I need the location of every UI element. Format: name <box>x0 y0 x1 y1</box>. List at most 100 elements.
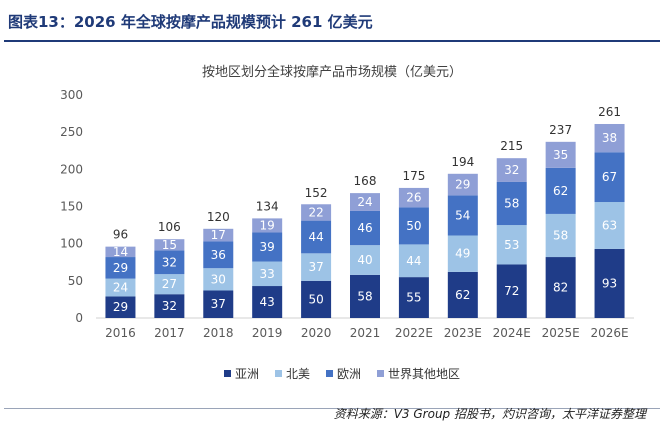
total-value-label: 261 <box>598 105 621 119</box>
segment-value-label: 58 <box>357 289 372 303</box>
total-value-label: 175 <box>402 169 425 183</box>
total-value-label: 194 <box>451 155 474 169</box>
title-rule <box>4 40 660 42</box>
bar-segment <box>301 204 332 221</box>
x-tick-label: 2016 <box>105 326 136 340</box>
bar-segment <box>398 244 429 278</box>
segment-value-label: 14 <box>113 245 128 259</box>
total-value-label: 215 <box>500 139 523 153</box>
y-tick-label: 0 <box>75 311 83 325</box>
segment-value-label: 82 <box>553 281 568 295</box>
bar-segment <box>496 181 527 226</box>
segment-value-label: 29 <box>455 178 470 192</box>
bar-segment <box>545 141 576 168</box>
segment-value-label: 44 <box>406 254 421 268</box>
segment-value-label: 55 <box>406 291 421 305</box>
bar-segment <box>105 296 136 318</box>
total-value-label: 120 <box>207 210 230 224</box>
y-tick-label: 300 <box>60 88 83 102</box>
bar-segment <box>447 271 478 318</box>
segment-value-label: 32 <box>162 255 177 269</box>
legend-swatch <box>377 370 384 377</box>
bar-segment <box>594 202 625 249</box>
bar-segment <box>350 210 380 246</box>
bar-segment <box>447 235 478 272</box>
segment-value-label: 30 <box>211 272 226 286</box>
segment-value-label: 43 <box>260 295 275 309</box>
segment-value-label: 15 <box>162 238 177 252</box>
bar-segment <box>496 158 527 182</box>
segment-value-label: 38 <box>602 131 617 145</box>
segment-value-label: 53 <box>504 238 519 252</box>
segment-value-label: 37 <box>211 297 226 311</box>
bar-segment <box>447 195 478 236</box>
segment-value-label: 33 <box>260 267 275 281</box>
segment-value-label: 49 <box>455 247 470 261</box>
y-tick-label: 200 <box>60 162 83 176</box>
x-tick-label: 2017 <box>154 326 185 340</box>
y-tick-label: 50 <box>68 274 83 288</box>
x-tick-label: 2019 <box>252 326 283 340</box>
bar-segment <box>105 278 136 297</box>
bar-segment <box>398 187 429 208</box>
bar-segment <box>350 274 380 318</box>
x-tick-label: 2025E <box>542 326 580 340</box>
segment-value-label: 17 <box>211 228 226 242</box>
bar-segment <box>398 277 429 318</box>
legend-label: 亚洲 <box>235 367 259 381</box>
bar-segment <box>154 274 185 295</box>
total-value-label: 152 <box>305 186 328 200</box>
bar-segment <box>203 228 234 242</box>
segment-value-label: 39 <box>260 240 275 254</box>
bar-segment <box>203 241 234 269</box>
legend-swatch <box>224 370 231 377</box>
bar-segment <box>252 286 283 318</box>
segment-value-label: 67 <box>602 170 617 184</box>
segment-value-label: 72 <box>504 284 519 298</box>
segment-value-label: 26 <box>406 191 421 205</box>
segment-value-label: 37 <box>308 260 323 274</box>
segment-value-label: 24 <box>113 281 128 295</box>
x-tick-label: 2018 <box>203 326 234 340</box>
chart-bars: 29 24 29 14 96 32 27 32 15 106 37 30 36 17 120 43 33 39 19… <box>105 105 625 318</box>
segment-value-label: 93 <box>602 276 617 290</box>
bar-segment <box>154 294 185 318</box>
bar-segment <box>594 248 625 318</box>
total-value-label: 237 <box>549 123 572 137</box>
bar-segment <box>252 261 283 287</box>
total-value-label: 96 <box>113 228 128 242</box>
x-tick-label: 2022E <box>395 326 433 340</box>
bar-segment <box>301 253 332 281</box>
figure-source: 资料来源：V3 Group 招股书，灼识咨询，太平洋证券整理 <box>333 407 646 421</box>
total-value-label: 106 <box>158 220 181 234</box>
segment-value-label: 62 <box>455 288 470 302</box>
segment-value-label: 63 <box>602 218 617 232</box>
bar-segment <box>252 218 283 233</box>
legend-swatch <box>275 370 282 377</box>
bar-segment <box>105 257 136 279</box>
y-tick-label: 250 <box>60 125 83 139</box>
segment-value-label: 32 <box>162 299 177 313</box>
y-tick-label: 150 <box>60 200 83 214</box>
legend-swatch <box>326 370 333 377</box>
bar-segment <box>203 290 234 318</box>
chart-legend: 亚洲 北美 欧洲 世界其他地区 <box>224 367 460 381</box>
legend-label: 世界其他地区 <box>388 367 460 381</box>
segment-value-label: 46 <box>357 221 372 235</box>
bar-segment <box>545 167 576 214</box>
segment-value-label: 19 <box>260 218 275 232</box>
bar-segment <box>154 239 185 251</box>
segment-value-label: 62 <box>553 184 568 198</box>
segment-value-label: 58 <box>504 197 519 211</box>
segment-value-label: 50 <box>406 219 421 233</box>
bar-segment <box>350 245 380 275</box>
segment-value-label: 40 <box>357 253 372 267</box>
figure-title: 图表13：2026 年全球按摩产品规模预计 261 亿美元 <box>8 13 373 31</box>
segment-value-label: 24 <box>357 195 372 209</box>
bar-segment <box>594 123 625 153</box>
stacked-bar-chart: 按地区划分全球按摩产品市场规模（亿美元） 0 50 100 150 200 250 300 2… <box>60 64 634 381</box>
segment-value-label: 54 <box>455 208 470 222</box>
segment-value-label: 29 <box>113 261 128 275</box>
bar-segment <box>350 193 380 211</box>
segment-value-label: 32 <box>504 163 519 177</box>
